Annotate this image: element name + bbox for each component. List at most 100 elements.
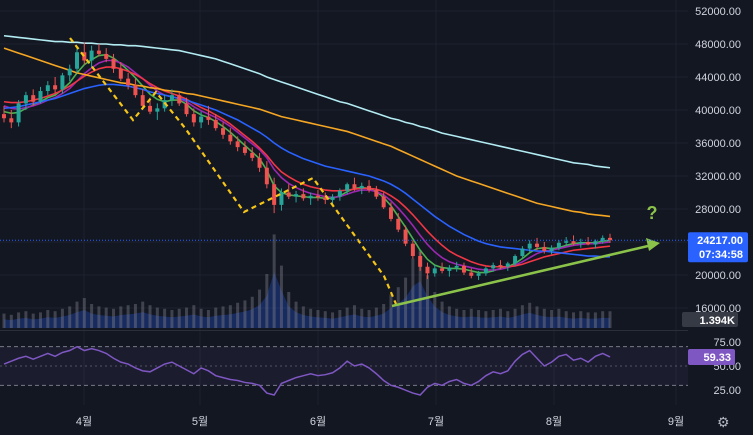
time-axis[interactable]: 4월 5월 6월 7월 8월 9월 xyxy=(76,415,684,428)
candle-body xyxy=(242,147,247,153)
candle-body xyxy=(23,95,28,104)
candle-body xyxy=(483,268,488,274)
price-tick-label: 48000.00 xyxy=(695,39,741,51)
candle-body xyxy=(213,119,218,129)
candle-body xyxy=(571,241,576,244)
candle-body xyxy=(9,118,14,123)
volume-bar xyxy=(550,310,554,328)
candle-body xyxy=(148,105,153,112)
candle-body xyxy=(432,268,437,274)
price-tick-label: 32000.00 xyxy=(695,171,741,183)
volume-bar xyxy=(236,302,240,328)
price-axis[interactable]: 52000.00 48000.00 44000.00 40000.00 36000.00… xyxy=(688,0,753,435)
volume-bar xyxy=(17,312,21,328)
candle-body xyxy=(221,128,226,135)
volume-bar xyxy=(433,292,437,328)
candle-body xyxy=(534,243,539,247)
volume-bar xyxy=(221,306,225,328)
volume-bar xyxy=(9,314,13,328)
volume-bar xyxy=(68,306,72,328)
countdown-label: 07:34:58 xyxy=(699,249,743,261)
candle-body xyxy=(403,229,408,244)
candle-body xyxy=(96,50,101,54)
volume-bar xyxy=(331,312,335,328)
candle-body xyxy=(410,243,415,257)
ma-line xyxy=(3,47,611,218)
price-tick-label: 36000.00 xyxy=(695,138,741,150)
volume-bar xyxy=(104,307,108,328)
volume-bar xyxy=(345,307,349,328)
candle-body xyxy=(155,108,160,112)
volume-histogram xyxy=(2,234,612,328)
time-tick-label: 6월 xyxy=(310,415,326,428)
volume-bar xyxy=(513,308,517,328)
volume-bar xyxy=(367,310,371,328)
volume-bar xyxy=(338,310,342,328)
price-tick-label: 52000.00 xyxy=(695,6,741,18)
ma-line xyxy=(3,66,611,268)
volume-bar xyxy=(258,289,262,328)
candle-body xyxy=(608,237,612,241)
price-tick-label: 28000.00 xyxy=(695,204,741,216)
candle-body xyxy=(498,265,503,267)
candle-body xyxy=(527,243,532,249)
candle-body xyxy=(491,265,496,269)
candle-body xyxy=(388,207,393,219)
volume-bar xyxy=(24,311,28,328)
candle-body xyxy=(199,116,204,123)
candle-body xyxy=(381,196,386,208)
time-tick-label: 8월 xyxy=(546,415,562,428)
candle-body xyxy=(418,256,423,267)
volume-bar xyxy=(119,306,123,328)
candle-body xyxy=(126,78,131,86)
candle-body xyxy=(16,103,21,123)
volume-bar xyxy=(228,305,232,328)
price-tick-label: 20000.00 xyxy=(695,270,741,282)
volume-bar xyxy=(199,308,203,328)
volume-bar xyxy=(447,306,451,328)
volume-bar xyxy=(360,308,364,328)
volume-bar xyxy=(352,305,356,328)
candle-body xyxy=(352,184,357,189)
candle-body xyxy=(374,190,379,197)
candle-body xyxy=(2,114,6,119)
rsi-tick-label: 75.00 xyxy=(713,337,741,349)
candle-body xyxy=(367,185,372,191)
candle-body xyxy=(586,242,591,245)
candle-body xyxy=(75,52,80,69)
volume-bar xyxy=(462,310,466,328)
volume-bar xyxy=(477,310,481,328)
candle-body xyxy=(549,247,554,252)
volume-bar xyxy=(31,313,35,328)
volume-bar xyxy=(571,312,575,328)
volume-bar xyxy=(586,312,590,328)
candle-body xyxy=(45,85,50,92)
candle-body xyxy=(89,50,94,61)
candle-body xyxy=(250,152,255,158)
candle-body xyxy=(133,85,138,96)
candle-body xyxy=(396,218,401,230)
volume-bar xyxy=(323,311,327,328)
time-tick-label: 4월 xyxy=(76,415,92,428)
volume-bar xyxy=(498,308,502,328)
volume-bar xyxy=(455,308,459,328)
volume-bar xyxy=(396,287,400,328)
volume-bar xyxy=(316,310,320,328)
volume-bar xyxy=(272,234,276,328)
volume-bar xyxy=(389,294,393,328)
volume-bar xyxy=(214,307,218,328)
candle-body xyxy=(564,241,569,243)
volume-bar xyxy=(425,275,429,328)
volume-bar xyxy=(506,311,510,328)
volume-bar xyxy=(192,305,196,328)
gear-icon[interactable]: ⚙ xyxy=(717,414,730,430)
candle-body xyxy=(345,184,350,191)
volume-bar xyxy=(301,306,305,328)
volume-bar xyxy=(126,305,130,328)
volume-area xyxy=(4,271,610,328)
candle-body xyxy=(82,52,87,61)
candle-body xyxy=(140,95,145,106)
axis-tags: 24217.00 07:34:58 1.394K 59.33 xyxy=(682,232,748,365)
volume-bar xyxy=(557,308,561,328)
